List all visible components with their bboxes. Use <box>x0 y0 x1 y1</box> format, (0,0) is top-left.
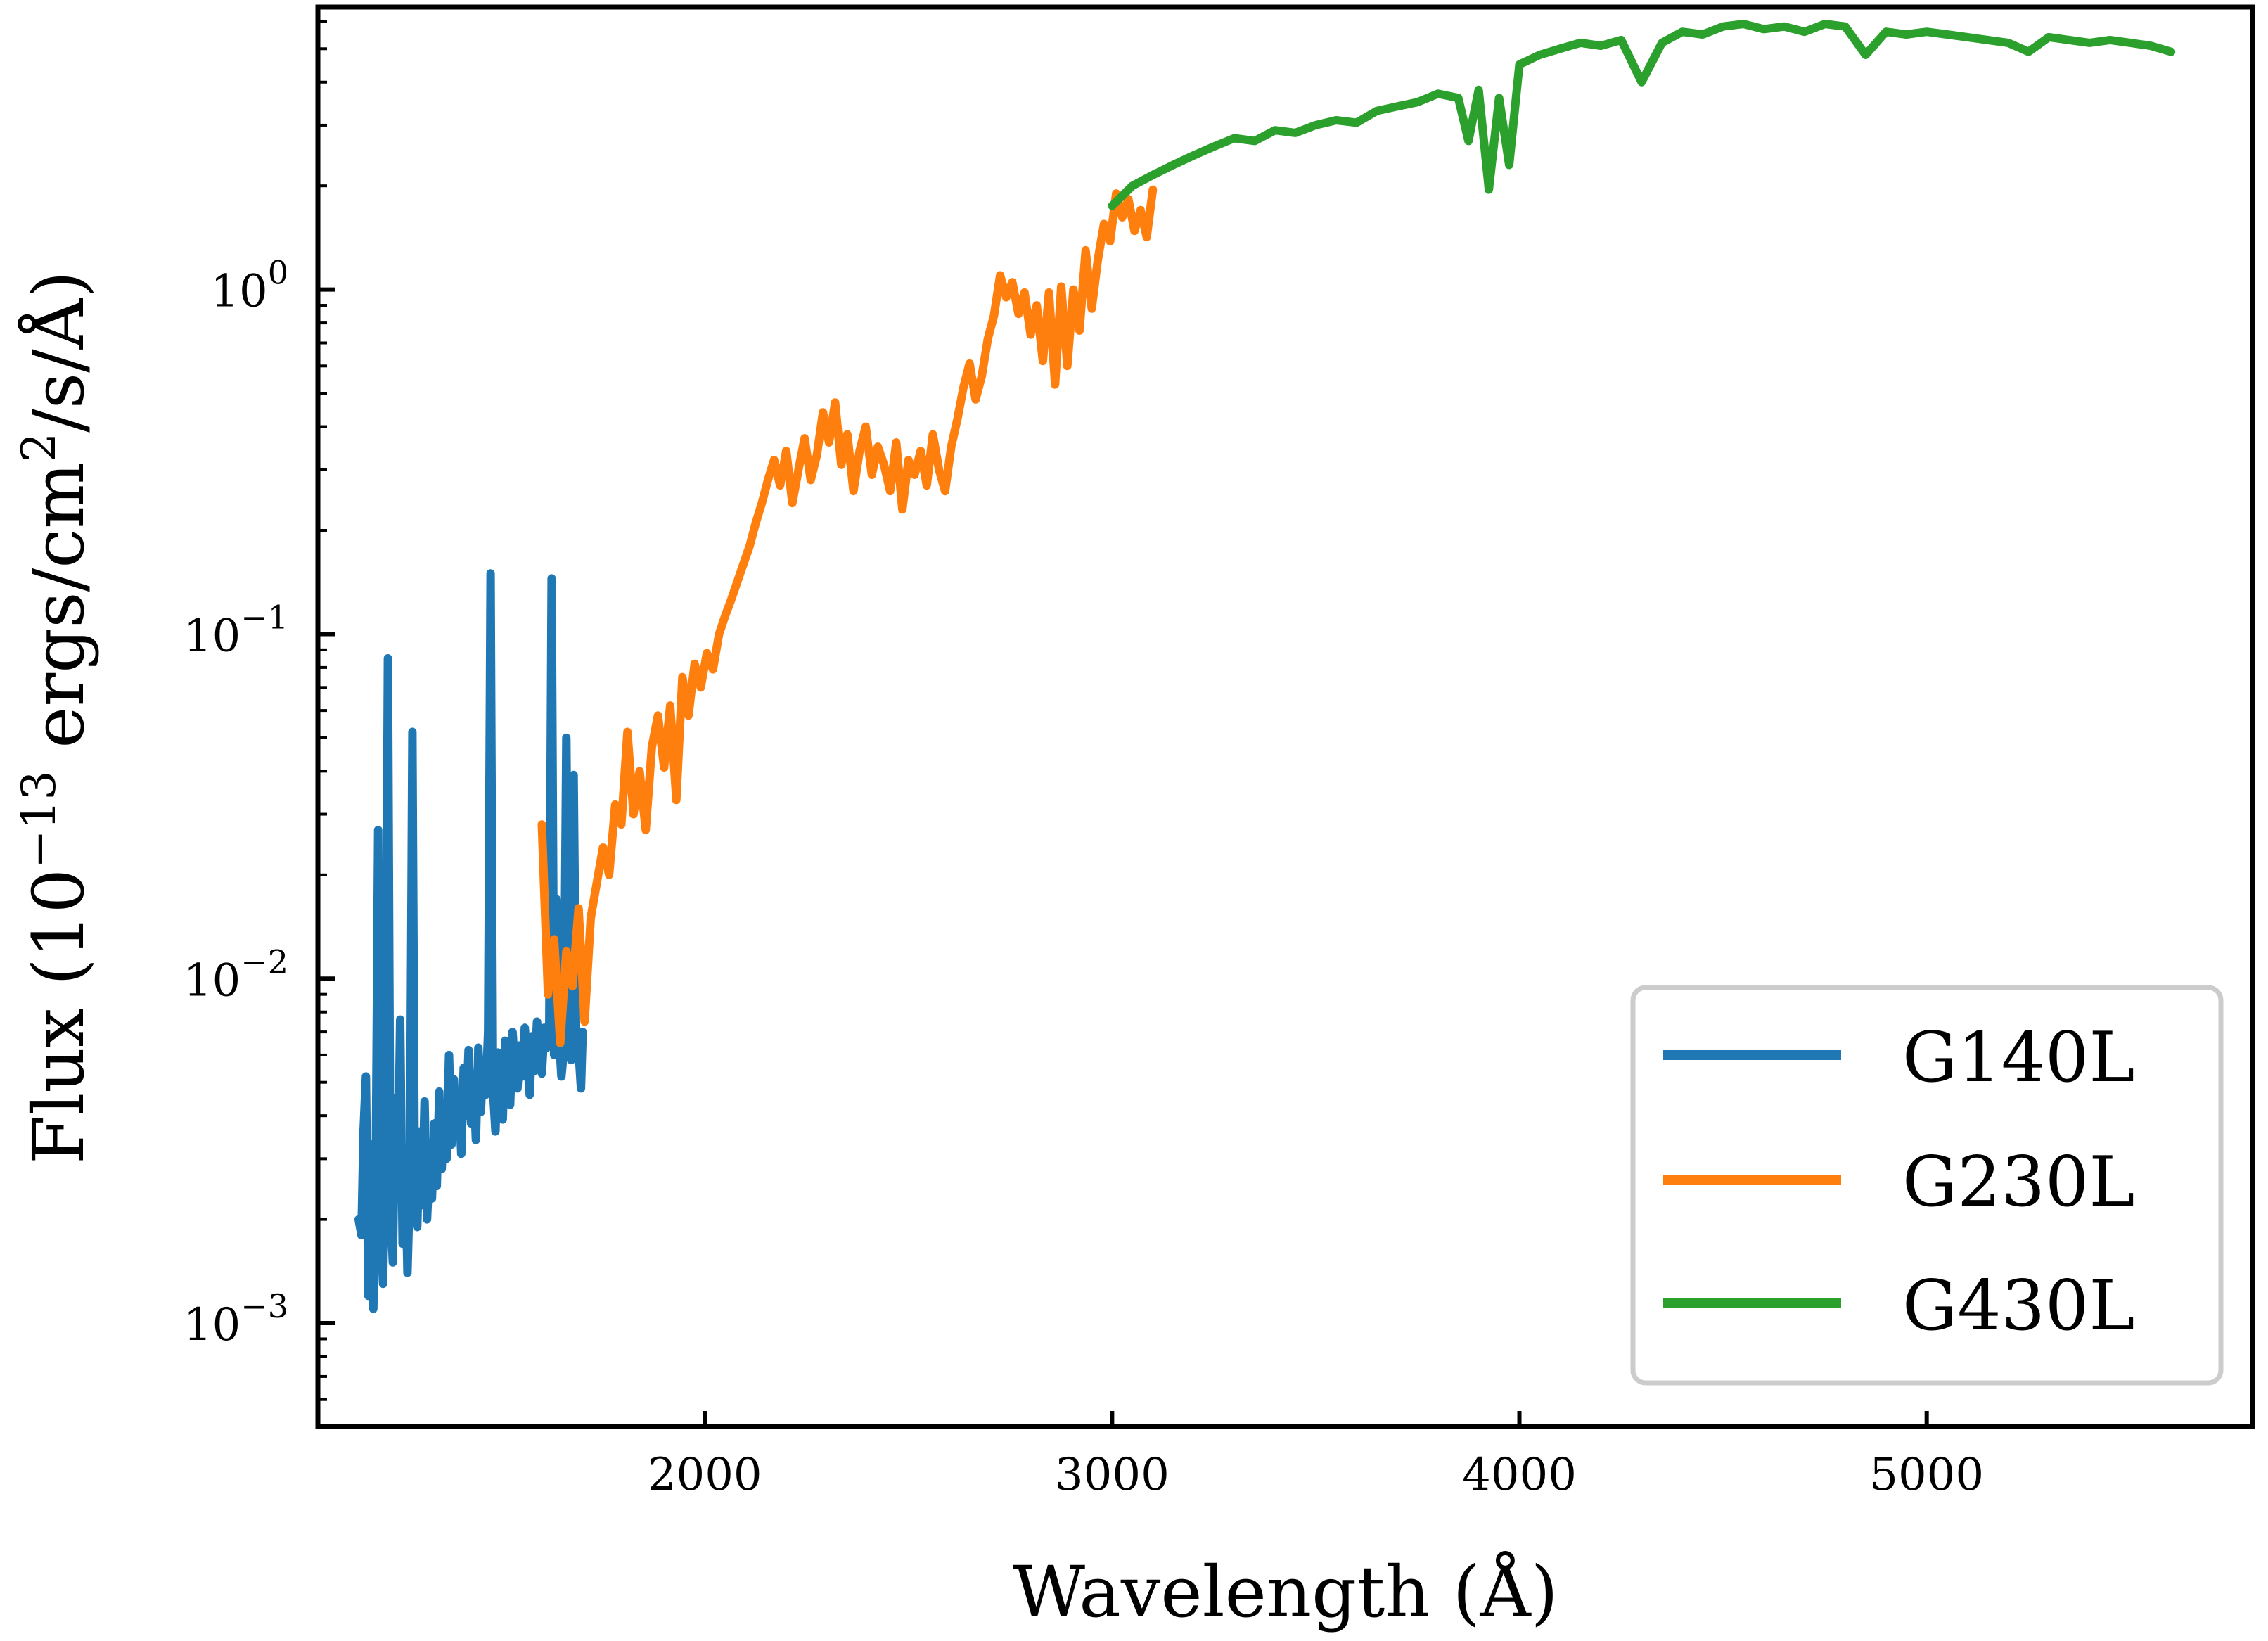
legend-label-g140l: G140L <box>1902 1018 2134 1098</box>
x-tick-label-3000: 3000 <box>1055 1449 1170 1501</box>
y-label-exponent: −13 <box>12 771 66 869</box>
y-tick-label-0: 100 <box>210 254 288 318</box>
series-line-g430l <box>1108 20 2176 210</box>
y-tick-label--3: 10−3 <box>184 1287 288 1351</box>
y-label-post: /s/Å) <box>18 271 100 433</box>
series-line-g230l <box>537 185 1158 1047</box>
legend-box <box>1630 985 2224 1386</box>
x-tick-label-5000: 5000 <box>1869 1449 1984 1501</box>
series-layer <box>354 20 2176 1313</box>
x-tick-label-4000: 4000 <box>1462 1449 1577 1501</box>
y-label-exponent-2: 2 <box>12 433 66 462</box>
x-axis-label: Wavelength (Å) <box>1013 1551 1558 1633</box>
ticks-layer: 2000 3000 4000 5000 10−3 10−2 10−1 100 <box>184 20 1984 1501</box>
y-label-mid: ergs/cm <box>18 462 100 771</box>
series-line-g140l <box>354 569 587 1313</box>
y-axis-label: Flux (10−13 ergs/cm2/s/Å) <box>12 271 100 1164</box>
x-tick-label-2000: 2000 <box>648 1449 762 1501</box>
y-label-pre: Flux (10 <box>18 869 100 1164</box>
y-tick-label--2: 10−2 <box>184 943 288 1007</box>
legend-label-g230l: G230L <box>1902 1142 2134 1222</box>
y-tick-label--1: 10−1 <box>184 598 288 662</box>
legend-label-g430l: G430L <box>1902 1266 2134 1346</box>
legend: G140L G230L G430L <box>1630 985 2224 1386</box>
plot-frame <box>315 4 2255 1429</box>
